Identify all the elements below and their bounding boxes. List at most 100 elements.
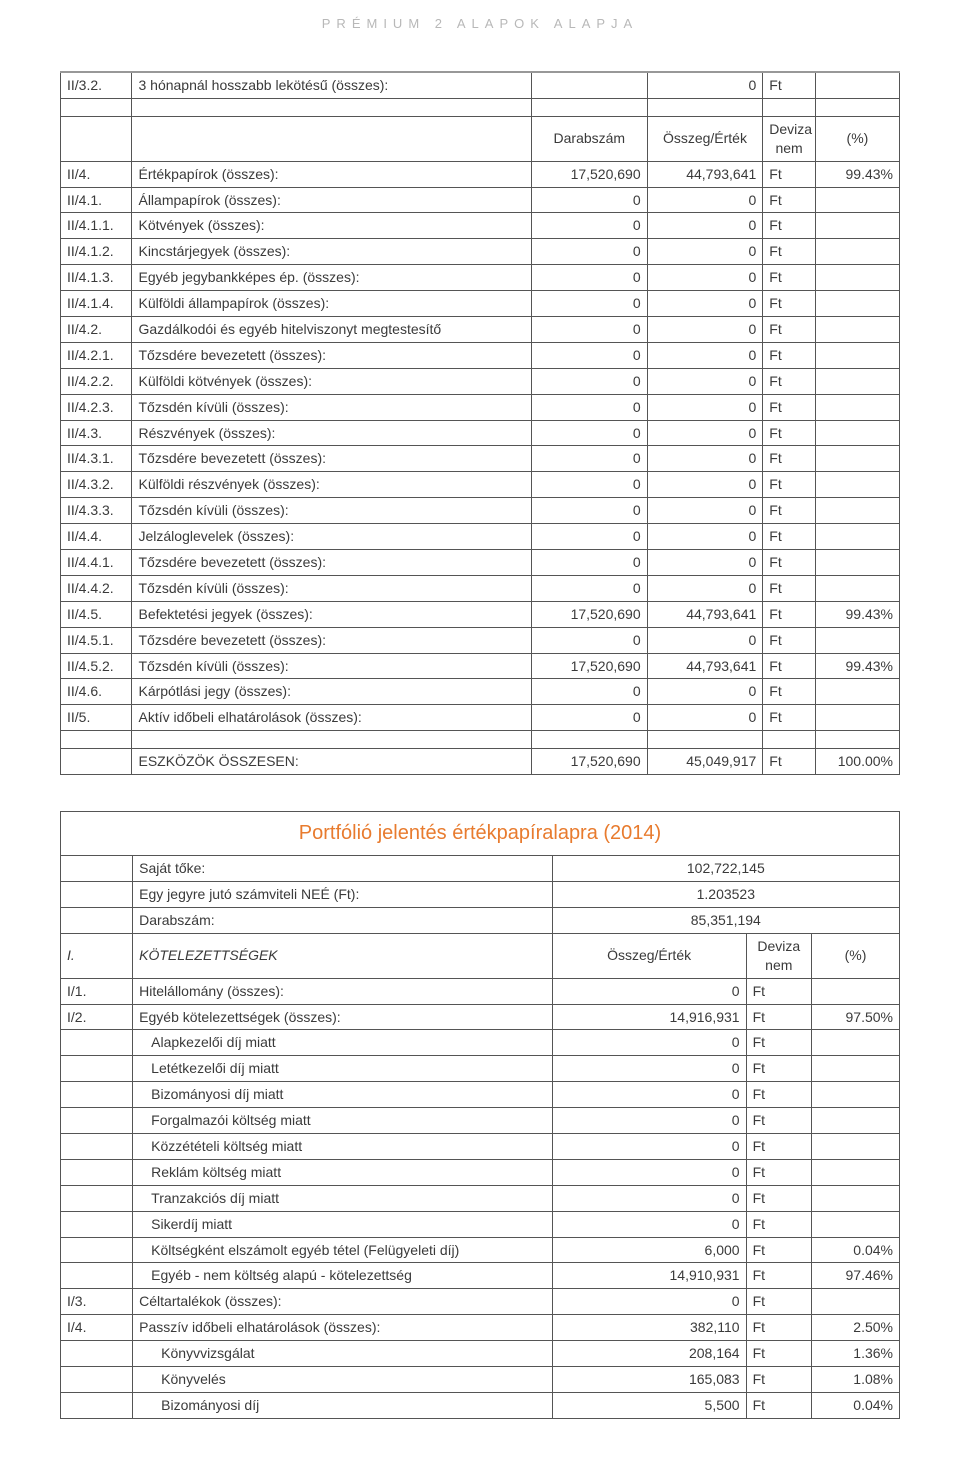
table2-title: Portfólió jelentés értékpapíralapra (201… [61, 812, 900, 856]
row-amount: 0 [647, 342, 763, 368]
spacer-cell [815, 98, 899, 116]
t2-row-code [61, 1030, 133, 1056]
row-pct [815, 472, 899, 498]
row-ccy: Ft [763, 705, 816, 731]
t2-row-desc: Közzétételi költség miatt [133, 1133, 552, 1159]
row-desc: Tőzsdére bevezetett (összes): [132, 627, 532, 653]
row-amount: 0 [647, 368, 763, 394]
t2-row-desc: Egyéb kötelezettségek (összes): [133, 1004, 552, 1030]
t2-row-ccy: Ft [746, 1030, 811, 1056]
row-desc: Tőzsdén kívüli (összes): [132, 575, 532, 601]
row-amount: 44,793,641 [647, 161, 763, 187]
row-pct [815, 550, 899, 576]
t2-row-value: 0 [552, 1108, 746, 1134]
row-desc: Tőzsdére bevezetett (összes): [132, 342, 532, 368]
t2-row-ccy: Ft [746, 978, 811, 1004]
row-amount: 0 [647, 187, 763, 213]
spacer-cell [61, 731, 132, 749]
row-pct [815, 705, 899, 731]
row-ccy: Ft [763, 749, 816, 775]
row-amount: 0 [647, 213, 763, 239]
row-ccy: Ft [763, 679, 816, 705]
row-amount: 0 [647, 446, 763, 472]
assets-table: II/3.2.3 hónapnál hosszabb lekötésű (öss… [60, 71, 900, 775]
row-ccy: Ft [763, 342, 816, 368]
t2-row-ccy: Ft [746, 1185, 811, 1211]
spacer-cell [763, 98, 816, 116]
row-qty: 0 [532, 705, 648, 731]
t2-row-pct [811, 978, 899, 1004]
row-amount: 0 [647, 705, 763, 731]
row-pct [815, 368, 899, 394]
row-amount: 0 [647, 679, 763, 705]
row-desc: Befektetési jegyek (összes): [132, 601, 532, 627]
row-code: II/4.3.2. [61, 472, 132, 498]
row-amount: 0 [647, 72, 763, 98]
t2-row-pct: 0.04% [811, 1392, 899, 1418]
t2-row-value: 14,910,931 [552, 1263, 746, 1289]
t2-row-value: 0 [552, 1133, 746, 1159]
row-desc: Értékpapírok (összes): [132, 161, 532, 187]
row-code: II/4.2. [61, 317, 132, 343]
row-code: II/4.1. [61, 187, 132, 213]
row-amount: 0 [647, 575, 763, 601]
t2-row-pct [811, 1030, 899, 1056]
t2-row-desc: Alapkezelői díj miatt [133, 1030, 552, 1056]
row-qty: 0 [532, 291, 648, 317]
row-pct: 99.43% [815, 601, 899, 627]
t2-row-ccy: Ft [746, 1211, 811, 1237]
row-ccy: Ft [763, 446, 816, 472]
t2-row-value: 6,000 [552, 1237, 746, 1263]
t2-row-code [61, 1341, 133, 1367]
spacer-cell [132, 731, 532, 749]
t2-row-pct [811, 1108, 899, 1134]
page-header: PRÉMIUM 2 ALAPOK ALAPJA [60, 0, 900, 71]
t2-column-header: KÖTELEZETTSÉGEK [133, 933, 552, 978]
row-qty: 0 [532, 394, 648, 420]
t2-row-desc: Könyvvizsgálat [133, 1341, 552, 1367]
spacer-cell [532, 98, 648, 116]
summary-value: 1.203523 [552, 882, 899, 908]
t2-row-code [61, 1133, 133, 1159]
spacer-cell [763, 731, 816, 749]
row-code: II/4.5.1. [61, 627, 132, 653]
summary-code [61, 907, 133, 933]
row-code: II/4.2.1. [61, 342, 132, 368]
row-desc: Tőzsdén kívüli (összes): [132, 394, 532, 420]
t2-row-code [61, 1366, 133, 1392]
t2-row-pct: 97.46% [811, 1263, 899, 1289]
row-amount: 44,793,641 [647, 601, 763, 627]
row-qty: 0 [532, 627, 648, 653]
t2-row-ccy: Ft [746, 1237, 811, 1263]
row-code: II/4.3.3. [61, 498, 132, 524]
row-qty: 0 [532, 446, 648, 472]
spacer-cell [132, 98, 532, 116]
t2-row-code [61, 1056, 133, 1082]
column-header: Összeg/Érték [647, 116, 763, 161]
row-amount: 0 [647, 472, 763, 498]
row-code [61, 749, 132, 775]
row-pct [815, 498, 899, 524]
column-header [132, 116, 532, 161]
row-desc: Jelzáloglevelek (összes): [132, 524, 532, 550]
t2-row-pct: 97.50% [811, 1004, 899, 1030]
row-code: II/4.2.2. [61, 368, 132, 394]
t2-row-code [61, 1263, 133, 1289]
row-pct [815, 342, 899, 368]
t2-row-value: 165,083 [552, 1366, 746, 1392]
t2-column-header: (%) [811, 933, 899, 978]
row-code: II/4.3. [61, 420, 132, 446]
t2-row-value: 0 [552, 1082, 746, 1108]
t2-row-code: I/4. [61, 1315, 133, 1341]
t2-row-desc: Passzív időbeli elhatárolások (összes): [133, 1315, 552, 1341]
row-desc: 3 hónapnál hosszabb lekötésű (összes): [132, 72, 532, 98]
row-code: II/4.5.2. [61, 653, 132, 679]
spacer-cell [647, 731, 763, 749]
row-desc: Külföldi állampapírok (összes): [132, 291, 532, 317]
t2-column-header: Deviza nem [746, 933, 811, 978]
row-pct [815, 317, 899, 343]
row-desc: Tőzsdére bevezetett (összes): [132, 550, 532, 576]
row-amount: 0 [647, 627, 763, 653]
row-desc: Külföldi részvények (összes): [132, 472, 532, 498]
row-code: II/4.1.2. [61, 239, 132, 265]
